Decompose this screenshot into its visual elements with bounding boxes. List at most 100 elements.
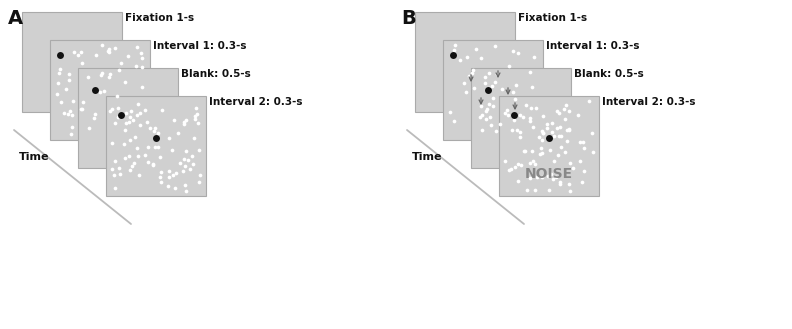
Point bbox=[109, 158, 121, 163]
Point bbox=[526, 125, 539, 130]
Point bbox=[499, 158, 512, 164]
Point bbox=[458, 81, 470, 86]
Point bbox=[108, 172, 120, 178]
Point bbox=[154, 154, 167, 159]
Point bbox=[98, 88, 111, 93]
Point bbox=[120, 110, 132, 115]
Point bbox=[192, 121, 204, 126]
Point bbox=[154, 175, 166, 180]
Bar bbox=[443, 40, 543, 140]
Point bbox=[496, 86, 508, 91]
Point bbox=[491, 72, 504, 77]
Point bbox=[474, 114, 486, 119]
Bar bbox=[78, 68, 178, 168]
Point bbox=[512, 178, 524, 184]
Point bbox=[136, 65, 149, 70]
Bar bbox=[106, 96, 206, 196]
Point bbox=[480, 108, 493, 113]
Point bbox=[104, 108, 116, 113]
Point bbox=[490, 128, 503, 134]
Point bbox=[466, 70, 478, 75]
Point bbox=[524, 115, 536, 121]
Point bbox=[142, 160, 154, 165]
Point bbox=[131, 112, 143, 117]
Point bbox=[546, 120, 558, 125]
Point bbox=[58, 111, 70, 116]
Point bbox=[109, 185, 122, 190]
Point bbox=[162, 168, 175, 173]
Point bbox=[51, 91, 63, 96]
Point bbox=[549, 174, 562, 179]
Point bbox=[53, 70, 66, 76]
Point bbox=[180, 117, 192, 123]
Point bbox=[118, 141, 131, 146]
Point bbox=[470, 46, 482, 51]
Point bbox=[76, 60, 89, 65]
Point bbox=[102, 48, 115, 53]
Point bbox=[537, 130, 550, 136]
Text: Interval 2: 0.3-s: Interval 2: 0.3-s bbox=[209, 97, 303, 107]
Point bbox=[572, 113, 584, 118]
Point bbox=[113, 171, 126, 176]
Point bbox=[552, 152, 565, 158]
Point bbox=[112, 105, 124, 111]
Point bbox=[566, 165, 579, 170]
Point bbox=[194, 173, 207, 178]
Point bbox=[188, 113, 201, 118]
Point bbox=[524, 118, 536, 123]
Point bbox=[181, 158, 194, 163]
Point bbox=[147, 162, 160, 167]
Point bbox=[106, 106, 119, 112]
Point bbox=[131, 146, 143, 151]
Point bbox=[508, 117, 521, 122]
Point bbox=[578, 145, 591, 151]
Point bbox=[489, 80, 501, 85]
Point bbox=[147, 162, 159, 167]
Point bbox=[533, 134, 546, 139]
Point bbox=[133, 172, 146, 177]
Point bbox=[526, 148, 539, 153]
Point bbox=[508, 164, 521, 169]
Point bbox=[88, 116, 101, 121]
Point bbox=[503, 63, 516, 69]
Point bbox=[63, 72, 75, 77]
Point bbox=[178, 157, 191, 162]
Point bbox=[576, 180, 588, 185]
Bar bbox=[50, 40, 150, 140]
Point bbox=[192, 147, 205, 153]
Point bbox=[559, 117, 572, 122]
Point bbox=[501, 107, 513, 112]
Point bbox=[128, 134, 141, 139]
Point bbox=[543, 187, 555, 192]
Point bbox=[528, 162, 541, 167]
Point bbox=[553, 134, 565, 139]
Point bbox=[119, 127, 131, 132]
Point bbox=[139, 108, 151, 113]
Text: Interval 1: 0.3-s: Interval 1: 0.3-s bbox=[546, 41, 639, 51]
Point bbox=[154, 180, 167, 185]
Point bbox=[460, 89, 473, 95]
Point bbox=[559, 102, 572, 108]
Point bbox=[560, 138, 573, 143]
Point bbox=[142, 144, 154, 149]
Point bbox=[514, 112, 527, 117]
Text: NOISE: NOISE bbox=[525, 167, 573, 181]
Point bbox=[483, 102, 496, 107]
Point bbox=[179, 163, 192, 168]
Point bbox=[103, 72, 116, 77]
Point bbox=[179, 183, 192, 188]
Point bbox=[105, 166, 118, 171]
Point bbox=[96, 43, 109, 48]
Point bbox=[554, 133, 567, 138]
Point bbox=[188, 136, 200, 141]
Point bbox=[546, 129, 558, 135]
Text: A: A bbox=[8, 9, 23, 28]
Point bbox=[489, 43, 501, 48]
Point bbox=[493, 121, 506, 126]
Point bbox=[129, 63, 142, 68]
Point bbox=[525, 84, 538, 89]
Point bbox=[131, 45, 143, 50]
Point bbox=[577, 139, 589, 144]
Point bbox=[152, 145, 165, 150]
Point bbox=[448, 42, 461, 48]
